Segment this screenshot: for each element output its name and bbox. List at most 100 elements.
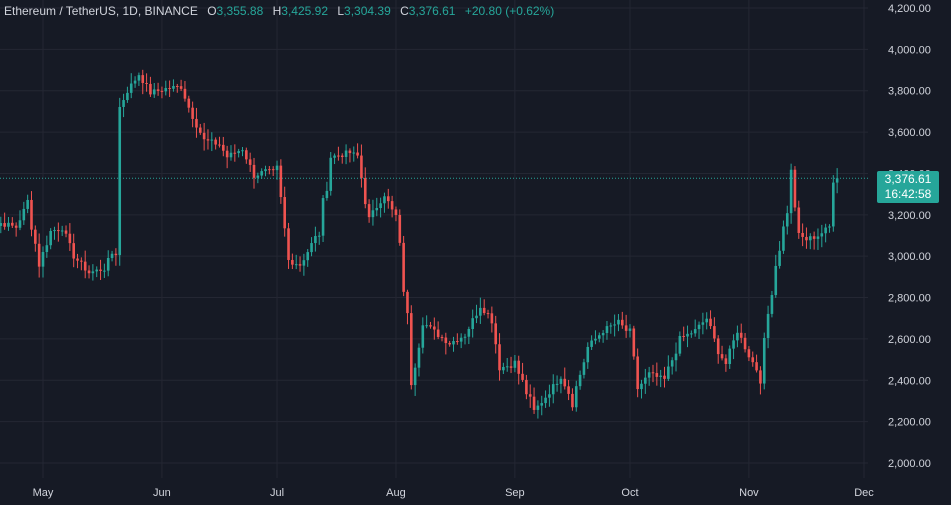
candle-body <box>736 332 739 341</box>
candle-body <box>141 75 145 83</box>
candle-body <box>820 233 824 237</box>
candle-body <box>762 337 766 384</box>
symbol-title[interactable]: Ethereum / TetherUS, 1D, BINANCE <box>4 4 198 18</box>
candle-body <box>11 222 14 226</box>
candle-body <box>463 336 467 338</box>
candle-body <box>436 329 440 337</box>
candle-body <box>41 252 45 267</box>
candle-body <box>732 340 735 349</box>
candle-body <box>195 118 198 128</box>
candle-body <box>832 182 835 227</box>
candle-body <box>390 201 394 210</box>
last-price-value: 3,376.61 <box>884 172 932 186</box>
candle-body <box>513 360 517 368</box>
candle-body <box>45 245 49 253</box>
y-tick-label: 3,600.00 <box>888 127 931 139</box>
candle-body <box>202 132 206 140</box>
candle-body <box>283 197 286 229</box>
candle-body <box>479 307 482 316</box>
candle-body <box>206 139 210 141</box>
candle-body <box>678 335 682 354</box>
candle-body <box>352 152 356 154</box>
candle-body <box>609 325 613 327</box>
candle-body <box>467 329 471 337</box>
candle-body <box>528 394 532 397</box>
candle-body <box>340 155 344 157</box>
x-tick-label: Dec <box>854 487 874 499</box>
candle-body <box>613 324 616 326</box>
candle-body <box>421 325 425 348</box>
candle-body <box>133 80 137 84</box>
candle-body <box>91 271 95 274</box>
candle-body <box>509 366 513 368</box>
candle-body <box>521 373 524 380</box>
candle-body <box>0 223 3 226</box>
candle-body <box>241 150 244 152</box>
candle-body <box>287 228 290 260</box>
candle-body <box>14 225 18 228</box>
candle-body <box>49 230 52 246</box>
candle-body <box>532 396 536 410</box>
candle-body <box>413 367 417 386</box>
candle-body <box>505 366 509 368</box>
candle-body <box>279 165 283 198</box>
x-tick-label: Nov <box>739 487 759 499</box>
candle-body <box>778 250 781 266</box>
candle-body <box>448 343 451 345</box>
y-tick-label: 2,200.00 <box>888 417 931 429</box>
candle-body <box>605 326 609 333</box>
time-axis[interactable]: May Jun Jul Aug Sep Oct Nov Dec <box>33 487 875 499</box>
price-axis[interactable]: 2,000.00 2,200.00 2,400.00 2,600.00 2,800.00… <box>888 3 931 470</box>
candle-body <box>486 313 490 315</box>
candle-body <box>601 332 605 336</box>
candle-body <box>164 88 168 92</box>
candle-body <box>808 236 812 241</box>
candle-body <box>229 152 233 158</box>
open-label: O <box>207 4 217 18</box>
candle-body <box>256 175 260 178</box>
candle-body <box>540 403 544 406</box>
candle-body <box>187 98 191 108</box>
candle-body <box>690 333 693 335</box>
candle-body <box>632 328 636 357</box>
candle-body <box>34 229 37 244</box>
symbol-legend: Ethereum / TetherUS, 1D, BINANCE O3,355.… <box>4 4 554 18</box>
candle-body <box>586 346 590 363</box>
y-tick-label: 2,400.00 <box>888 375 931 387</box>
candle-body <box>375 208 379 211</box>
candle-body <box>452 341 455 345</box>
candle-body <box>670 360 674 367</box>
candle-body <box>122 100 125 107</box>
candle-body <box>713 326 716 339</box>
candle-body <box>271 169 275 171</box>
candle-body <box>766 313 770 338</box>
candle-body <box>835 178 839 183</box>
candle-body <box>348 150 352 154</box>
candle-body <box>728 348 732 365</box>
low-value: 3,304.39 <box>344 4 391 18</box>
candle-body <box>693 329 697 334</box>
candle-body <box>755 362 758 371</box>
candle-body <box>76 258 79 261</box>
candle-body <box>812 236 816 239</box>
candle-body <box>805 236 808 241</box>
candle-body <box>363 178 367 205</box>
candle-body <box>306 252 310 261</box>
candle-body <box>3 223 6 227</box>
candle-body <box>114 253 118 256</box>
y-tick-label: 2,600.00 <box>888 334 931 346</box>
candle-body <box>774 265 778 296</box>
x-tick-label: Aug <box>386 487 406 499</box>
candle-body <box>548 394 551 398</box>
candle-body <box>490 313 494 324</box>
candle-body <box>394 209 398 215</box>
candle-body <box>409 313 413 386</box>
candle-body <box>525 379 528 395</box>
candle-body <box>137 75 141 81</box>
candle-body <box>716 338 720 355</box>
candle-body <box>682 335 685 337</box>
candle-body <box>647 372 651 378</box>
candle-body <box>30 199 33 230</box>
candle-body <box>248 159 252 165</box>
